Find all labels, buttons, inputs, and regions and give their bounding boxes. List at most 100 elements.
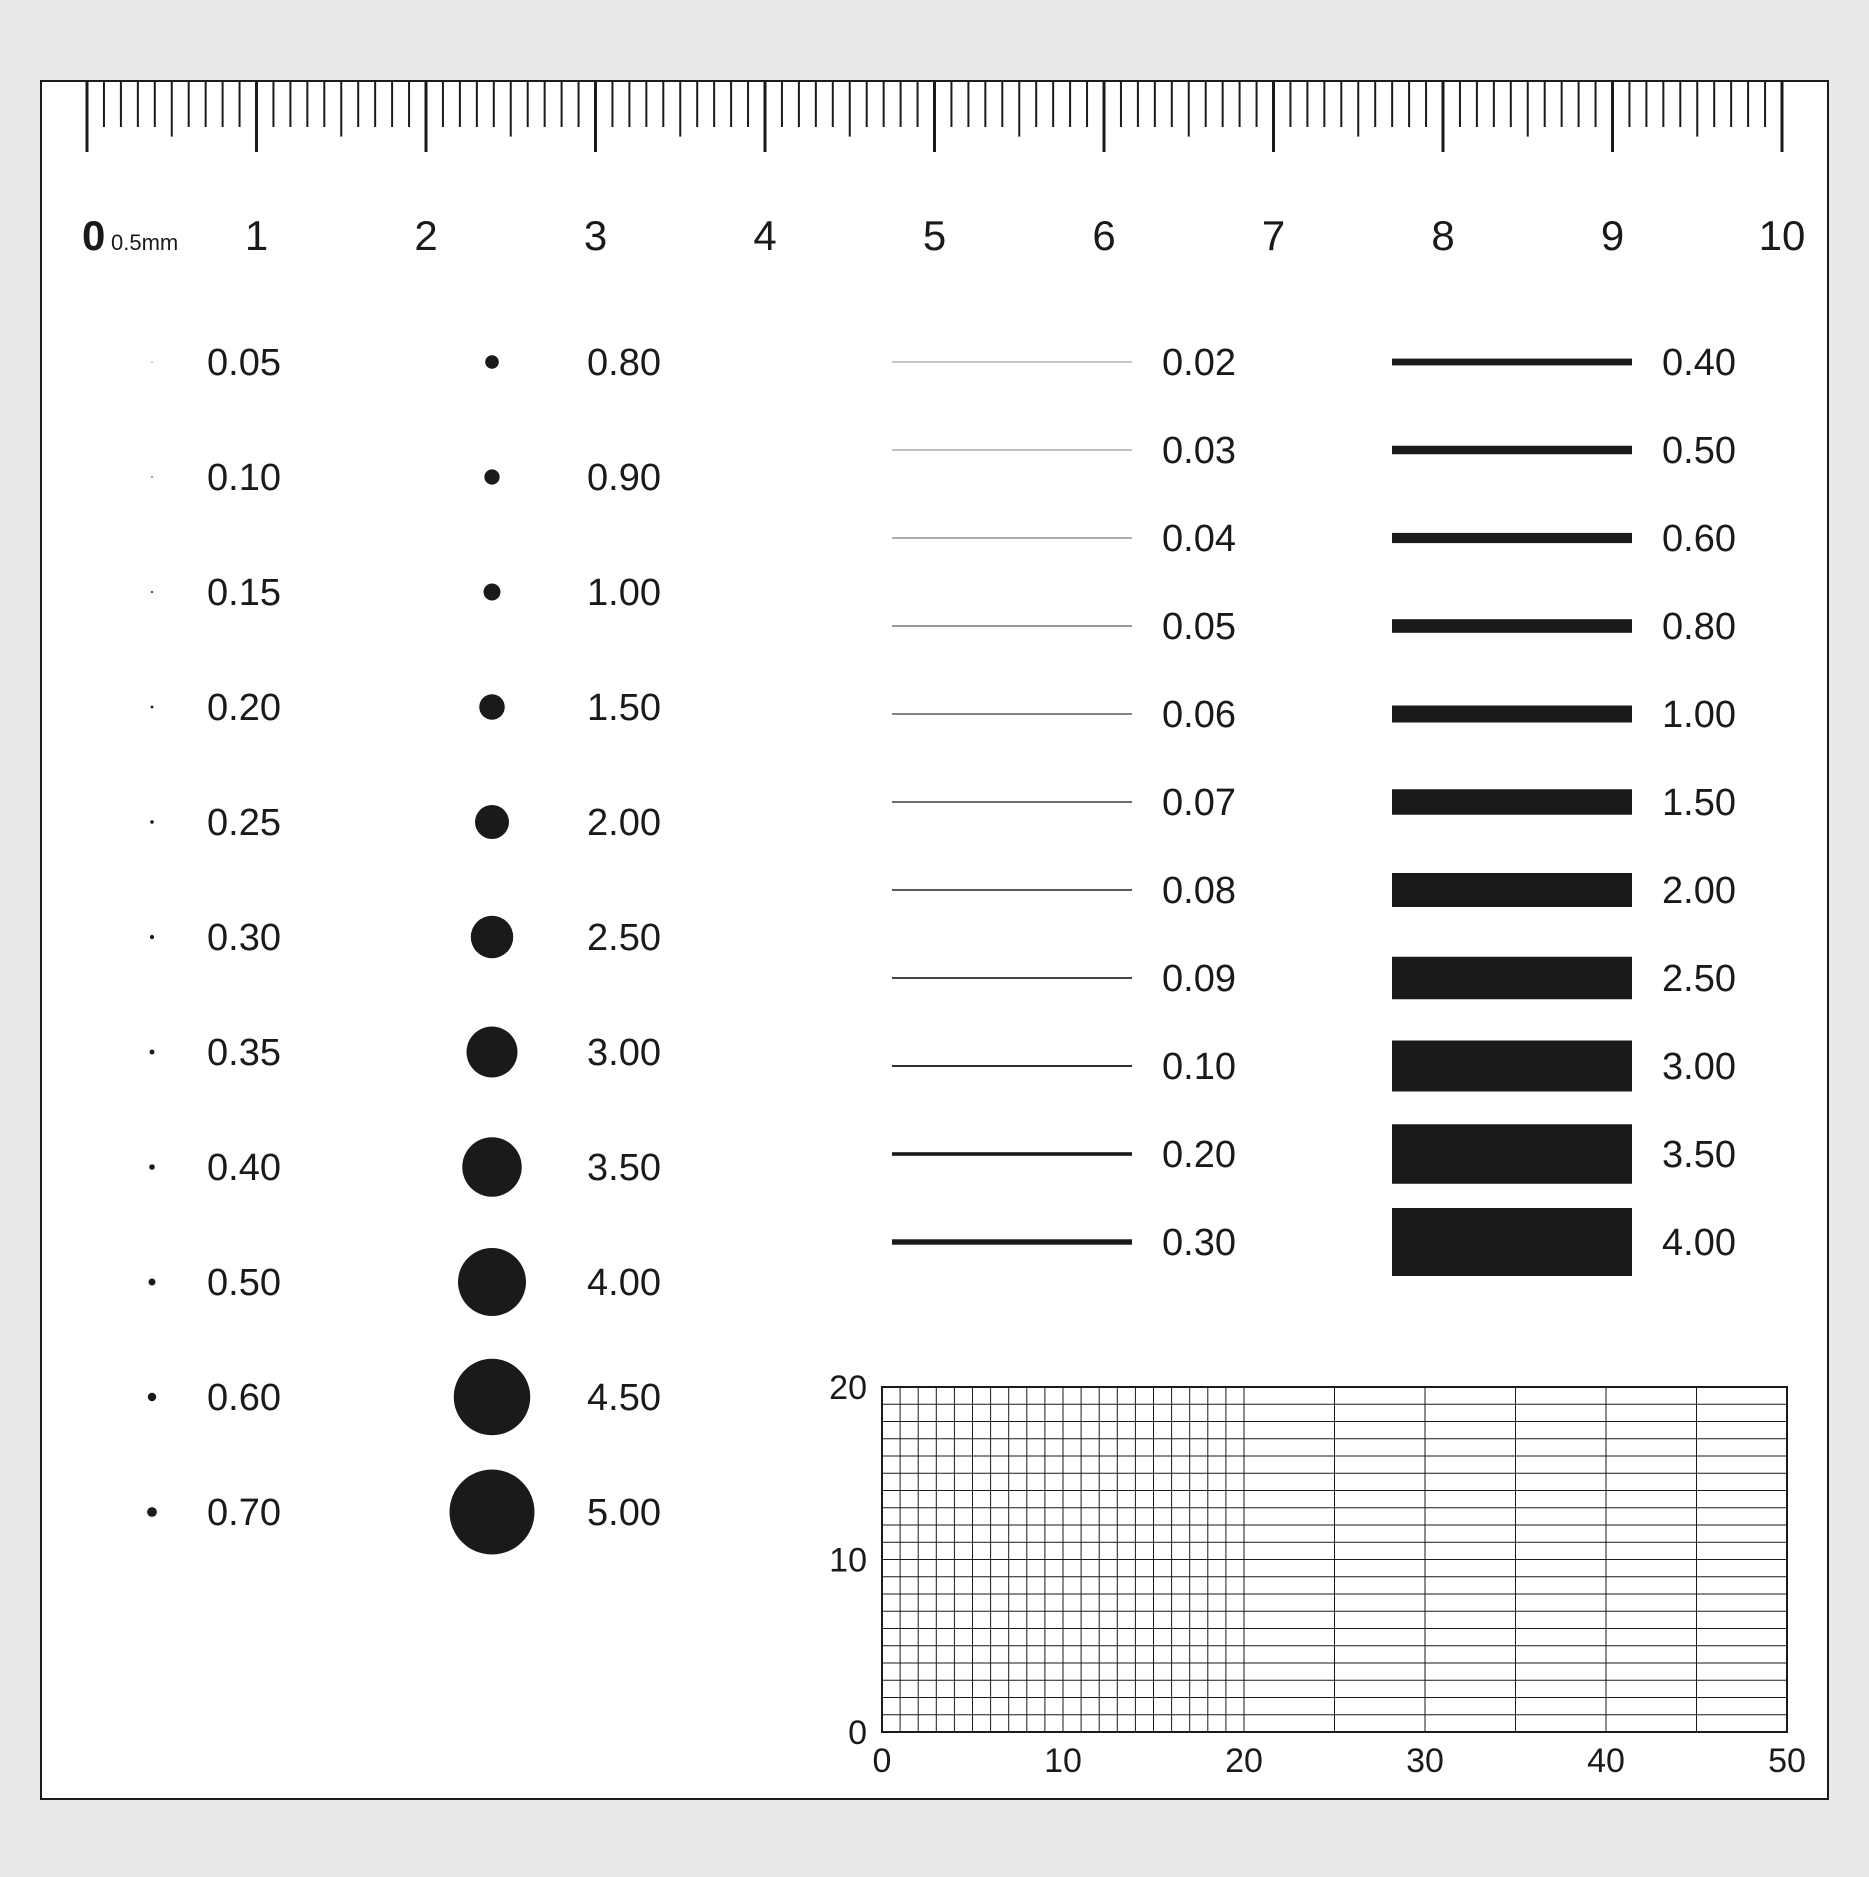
line-label: 0.09: [1162, 958, 1236, 1000]
dot-sample: [150, 935, 154, 939]
reference-svg: 00.5mm123456789100.050.100.150.200.250.3…: [42, 82, 1827, 1798]
dot-label: 0.20: [207, 687, 281, 729]
dot-label: 0.10: [207, 457, 281, 499]
line-sample: [1392, 533, 1632, 543]
line-sample: [892, 801, 1132, 802]
line-sample: [892, 1065, 1132, 1067]
line-sample: [892, 1239, 1132, 1244]
grid-x-label: 10: [1044, 1742, 1082, 1780]
dot-sample: [467, 1027, 518, 1078]
dot-label: 0.25: [207, 802, 281, 844]
line-label: 0.10: [1162, 1046, 1236, 1088]
line-sample: [892, 362, 1132, 363]
dot-sample: [151, 591, 153, 593]
line-label: 0.07: [1162, 782, 1236, 824]
dot-sample: [150, 820, 154, 824]
line-label: 3.00: [1662, 1046, 1736, 1088]
line-label: 0.08: [1162, 870, 1236, 912]
dot-label: 4.50: [587, 1377, 661, 1419]
dot-label: 0.90: [587, 457, 661, 499]
line-label: 0.40: [1662, 342, 1736, 384]
ruler-label: 1: [245, 212, 268, 259]
dot-label: 2.50: [587, 917, 661, 959]
line-label: 4.00: [1662, 1222, 1736, 1264]
dot-label: 1.00: [587, 572, 661, 614]
dot-label: 0.80: [587, 342, 661, 384]
grid-x-label: 50: [1768, 1742, 1806, 1780]
line-label: 0.02: [1162, 342, 1236, 384]
grid-y-label: 10: [829, 1542, 867, 1580]
dot-label: 0.30: [207, 917, 281, 959]
dot-sample: [484, 584, 501, 601]
dot-label: 3.00: [587, 1032, 661, 1074]
line-sample: [892, 538, 1132, 539]
line-sample: [1392, 957, 1632, 1000]
line-sample: [1392, 789, 1632, 815]
dot-sample: [450, 1470, 535, 1555]
line-label: 0.20: [1162, 1134, 1236, 1176]
lines-thick-column: 0.400.500.600.801.001.502.002.503.003.50…: [1392, 342, 1736, 1276]
line-label: 0.05: [1162, 606, 1236, 648]
dot-label: 0.35: [207, 1032, 281, 1074]
dot-label: 0.70: [207, 1492, 281, 1534]
dot-sample: [152, 362, 153, 363]
reference-card: 00.5mm123456789100.050.100.150.200.250.3…: [40, 80, 1829, 1800]
dot-sample: [147, 1507, 157, 1517]
line-label: 0.06: [1162, 694, 1236, 736]
dot-sample: [479, 694, 505, 720]
ruler-label: 2: [414, 212, 437, 259]
line-sample: [1392, 873, 1632, 907]
line-sample: [892, 450, 1132, 451]
line-sample: [1392, 706, 1632, 723]
dot-label: 3.50: [587, 1147, 661, 1189]
line-label: 0.30: [1162, 1222, 1236, 1264]
line-sample: [892, 626, 1132, 627]
ruler-label: 10: [1759, 212, 1806, 259]
dot-sample: [148, 1393, 156, 1401]
dot-sample: [485, 355, 499, 369]
dot-label: 0.05: [207, 342, 281, 384]
line-label: 1.50: [1662, 782, 1736, 824]
line-label: 0.03: [1162, 430, 1236, 472]
line-label: 1.00: [1662, 694, 1736, 736]
dot-sample: [151, 706, 154, 709]
line-label: 0.80: [1662, 606, 1736, 648]
ruler-label: 7: [1262, 212, 1285, 259]
grid-x-label: 30: [1406, 1742, 1444, 1780]
line-label: 2.50: [1662, 958, 1736, 1000]
line-sample: [1392, 619, 1632, 633]
dot-sample: [484, 469, 499, 484]
dot-sample: [454, 1359, 531, 1436]
dot-label: 1.50: [587, 687, 661, 729]
ruler-label: 4: [753, 212, 776, 259]
ruler-label: 6: [1092, 212, 1115, 259]
ruler-zero-label: 0: [82, 212, 105, 259]
dot-sample: [471, 916, 514, 959]
grid-x-label: 0: [873, 1742, 892, 1780]
dot-sample: [149, 1279, 156, 1286]
line-sample: [1392, 359, 1632, 366]
line-label: 2.00: [1662, 870, 1736, 912]
line-label: 0.50: [1662, 430, 1736, 472]
line-sample: [1392, 1208, 1632, 1276]
dot-label: 0.60: [207, 1377, 281, 1419]
line-label: 0.04: [1162, 518, 1236, 560]
grid-x-label: 40: [1587, 1742, 1625, 1780]
grid-y-label: 0: [848, 1714, 867, 1752]
dot-sample: [462, 1137, 522, 1197]
ruler-label: 5: [923, 212, 946, 259]
ruler-label: 9: [1601, 212, 1624, 259]
dot-label: 2.00: [587, 802, 661, 844]
dot-label: 0.40: [207, 1147, 281, 1189]
line-sample: [1392, 1041, 1632, 1092]
dot-label: 5.00: [587, 1492, 661, 1534]
dot-label: 0.15: [207, 572, 281, 614]
ruler-label: 3: [584, 212, 607, 259]
ruler-label: 8: [1431, 212, 1454, 259]
line-sample: [1392, 1124, 1632, 1184]
dot-sample: [149, 1164, 155, 1170]
ruler: 00.5mm12345678910: [82, 82, 1805, 259]
page: 00.5mm123456789100.050.100.150.200.250.3…: [0, 0, 1869, 1877]
dot-sample: [475, 805, 509, 839]
line-label: 3.50: [1662, 1134, 1736, 1176]
